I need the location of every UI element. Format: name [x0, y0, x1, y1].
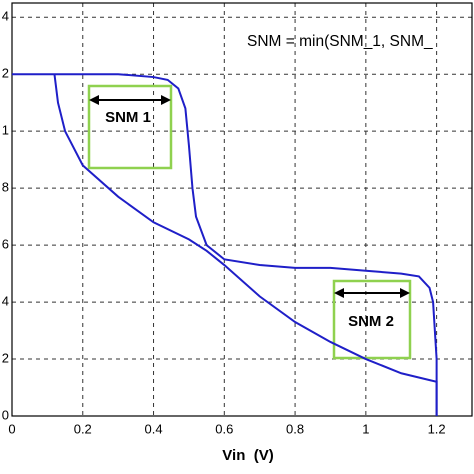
y-tick-label: 2 — [2, 350, 9, 365]
arrow-head — [89, 95, 171, 105]
snm-box — [87, 84, 173, 170]
curve — [53, 74, 438, 416]
x-tick-label: 0.6 — [215, 421, 233, 436]
x-tick-label: 0.4 — [144, 421, 162, 436]
annotation: SNM = min(SNM_1, SNM_ — [247, 33, 433, 50]
x-tick-label: 0 — [8, 421, 15, 436]
y-tick-label: 2 — [2, 66, 9, 81]
plot-frame — [11, 2, 473, 417]
box-label: SNM 2 — [348, 313, 394, 330]
box-label: SNM 1 — [105, 109, 151, 126]
x-tick-label: 1 — [362, 421, 369, 436]
x-tick-label: 0.2 — [74, 421, 92, 436]
snm-box — [332, 279, 412, 360]
y-tick-label: 4 — [2, 294, 9, 309]
curve — [12, 73, 438, 416]
x-tick-label: 0.8 — [286, 421, 304, 436]
y-tick-label: 1 — [2, 123, 9, 138]
y-tick-label: 6 — [2, 237, 9, 252]
y-tick-label: 8 — [2, 180, 9, 195]
x-tick-label: 1.2 — [428, 421, 446, 436]
y-tick-label: 4 — [2, 9, 9, 24]
x-axis-label: Vin (V) — [222, 447, 273, 464]
y-tick-label: 0 — [2, 407, 9, 422]
arrows — [89, 95, 410, 298]
